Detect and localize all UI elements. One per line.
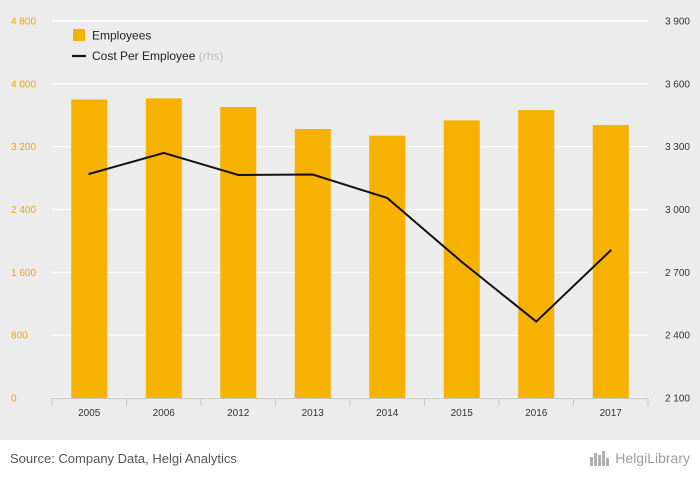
- chart-svg: 0 2 100 800 2 400 1 600 2 700 2 400 3 000 3 200 3…: [11, 17, 690, 420]
- line-cost-per-employee-path: [88, 151, 612, 323]
- bar-employees-2013: [294, 128, 331, 398]
- x-tick-label-2005: 2005: [78, 408, 101, 419]
- x-tick-label-2017: 2017: [600, 408, 623, 419]
- legend-label-employees: Employees: [92, 29, 151, 43]
- point-cost-per-employee-2014: [386, 196, 389, 199]
- y-left-tick-label: 4 800: [11, 17, 36, 28]
- legend-label-rhs-suffix: (rhs): [199, 49, 224, 63]
- brand-link[interactable]: HelgiLibrary: [589, 449, 690, 467]
- y-right-tick-label: 3 900: [665, 17, 690, 28]
- x-tick-label-2015: 2015: [451, 408, 474, 419]
- point-cost-per-employee-2012: [237, 173, 240, 176]
- legend-label-cost-per-employee: Cost Per Employee (rhs): [92, 49, 223, 63]
- grid-lines: [52, 20, 648, 399]
- y-right-tick-label: 2 100: [665, 394, 690, 405]
- helgi-library-logo-icon: [590, 451, 610, 466]
- y-right-tick-label: 2 700: [665, 268, 690, 279]
- y-left-tick-label: 800: [11, 331, 28, 342]
- legend: Employees Cost Per Employee (rhs): [72, 29, 223, 63]
- x-tick-label-2013: 2013: [302, 408, 325, 419]
- chart-area: 0 2 100 800 2 400 1 600 2 700 2 400 3 000 3 200 3…: [0, 0, 700, 440]
- point-cost-per-employee-2017: [609, 249, 612, 252]
- y-left-tick-label: 2 400: [11, 205, 36, 216]
- y-right-tick-label: 2 400: [665, 331, 690, 342]
- legend-swatch-employees: [73, 29, 85, 41]
- bar-employees-2014: [369, 135, 406, 398]
- y-left-tick-label: 3 200: [11, 142, 36, 153]
- x-tick-label-2006: 2006: [153, 408, 176, 419]
- point-cost-per-employee-2005: [88, 172, 91, 175]
- x-tick-label-2014: 2014: [376, 408, 399, 419]
- employees-bars: [71, 98, 629, 399]
- y-left-tick-label: 4 000: [11, 79, 36, 90]
- source-note: Source: Company Data, Helgi Analytics: [10, 451, 237, 466]
- bar-employees-2006: [145, 98, 182, 399]
- point-cost-per-employee-2013: [311, 173, 314, 176]
- footer: Source: Company Data, Helgi Analytics He…: [0, 440, 700, 483]
- legend-label-cost-per-employee-name: Cost Per Employee: [92, 49, 196, 63]
- x-tick-label-2016: 2016: [525, 408, 548, 419]
- bar-employees-2012: [220, 107, 257, 399]
- y-left-tick-label: 0: [11, 394, 17, 405]
- y-right-tick-label: 3 000: [665, 205, 690, 216]
- brand-name: HelgiLibrary: [615, 450, 690, 466]
- bar-employees-2015: [443, 120, 480, 398]
- x-tick-label-2012: 2012: [227, 408, 250, 419]
- point-cost-per-employee-2006: [162, 151, 165, 154]
- bar-employees-2005: [71, 99, 108, 399]
- y-left-tick-label: 1 600: [11, 268, 36, 279]
- y-right-tick-label: 3 600: [665, 79, 690, 90]
- bar-employees-2016: [518, 110, 555, 399]
- cost-per-employee-line: [88, 151, 612, 323]
- point-cost-per-employee-2015: [460, 260, 463, 263]
- axes: 0 2 100 800 2 400 1 600 2 700 2 400 3 000 3 200 3…: [11, 17, 690, 420]
- y-right-tick-label: 3 300: [665, 142, 690, 153]
- point-cost-per-employee-2016: [535, 320, 538, 323]
